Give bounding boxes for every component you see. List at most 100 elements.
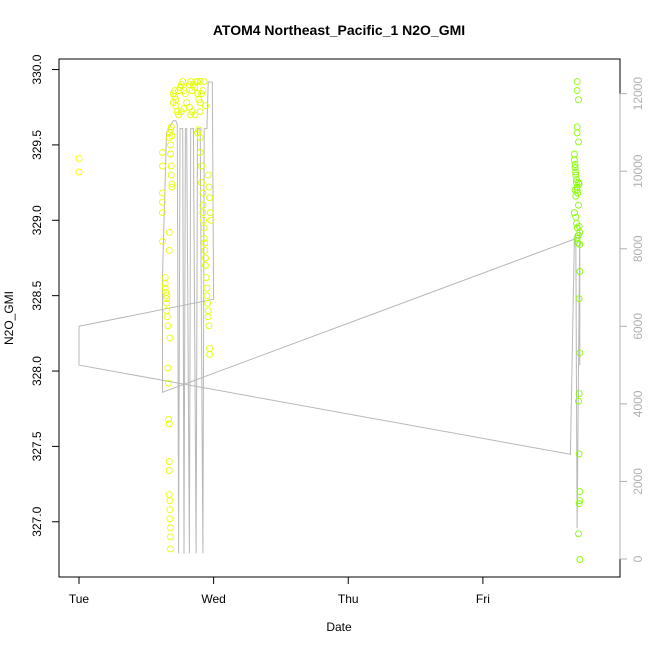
data-point xyxy=(75,168,83,176)
data-point xyxy=(201,239,209,247)
y-axis-right: 0 2000 4000 6000 8000 10000 12000 xyxy=(619,77,645,562)
data-point xyxy=(576,556,584,563)
data-point xyxy=(203,292,211,300)
data-point xyxy=(159,148,166,156)
data-point xyxy=(206,209,214,217)
data-point xyxy=(575,231,582,239)
data-point xyxy=(199,87,207,95)
data-point xyxy=(195,126,203,134)
data-point xyxy=(187,111,195,119)
data-point xyxy=(191,111,199,119)
data-point xyxy=(159,209,166,217)
data-point xyxy=(167,171,175,179)
data-point xyxy=(181,90,189,98)
y-axis-label: N2O_GMI xyxy=(2,291,16,345)
data-point xyxy=(200,224,208,232)
data-point xyxy=(198,162,205,170)
data-point xyxy=(165,467,173,474)
data-point xyxy=(165,420,173,428)
y-tick-label: 330.0 xyxy=(30,54,44,84)
x-tick-label: Thu xyxy=(338,592,359,606)
y-tick-label: 328.0 xyxy=(30,356,44,386)
data-point xyxy=(576,349,584,357)
data-point xyxy=(573,78,581,86)
data-point xyxy=(188,87,196,95)
data-point xyxy=(575,397,582,405)
data-point xyxy=(194,78,201,86)
data-point xyxy=(159,198,166,206)
altitude-line xyxy=(78,81,581,554)
y2-tick-label: 2000 xyxy=(631,468,645,495)
x-axis-label: Date xyxy=(326,620,352,634)
data-point xyxy=(164,364,172,372)
data-point xyxy=(571,186,579,194)
data-point xyxy=(202,262,209,269)
data-point xyxy=(165,228,173,236)
data-point xyxy=(200,78,208,86)
data-point xyxy=(201,246,209,254)
y2-tick-label: 6000 xyxy=(631,313,645,340)
y-tick-label: 327.0 xyxy=(30,506,44,536)
data-point xyxy=(202,102,209,110)
data-point xyxy=(165,246,173,254)
data-point xyxy=(167,141,174,149)
data-point xyxy=(205,183,213,191)
data-point xyxy=(203,284,211,292)
data-point xyxy=(576,488,584,496)
data-point xyxy=(204,299,212,307)
data-point xyxy=(75,155,83,162)
data-point xyxy=(159,162,166,170)
data-point xyxy=(575,295,583,303)
data-point xyxy=(204,171,212,179)
data-point xyxy=(167,533,174,541)
data-point xyxy=(196,133,204,141)
data-point xyxy=(165,379,172,387)
data-point xyxy=(576,228,584,236)
data-point xyxy=(167,123,175,131)
data-point xyxy=(163,292,170,300)
data-point xyxy=(575,500,583,508)
data-point xyxy=(572,171,580,179)
y-tick-label: 329.0 xyxy=(30,205,44,235)
data-point xyxy=(165,415,172,423)
data-point xyxy=(168,132,176,140)
data-point xyxy=(206,350,214,358)
y2-tick-label: 4000 xyxy=(631,390,645,417)
data-point xyxy=(173,108,181,116)
data-point xyxy=(206,194,214,202)
altitude-line-layer xyxy=(78,81,581,554)
data-point xyxy=(187,78,195,86)
data-point xyxy=(199,189,207,197)
data-point xyxy=(166,497,174,505)
data-point xyxy=(159,189,166,197)
y2-tick-label: 12000 xyxy=(631,77,645,111)
y-tick-label: 328.5 xyxy=(30,280,44,310)
chart-title: ATOM4 Northeast_Pacific_1 N2O_GMI xyxy=(213,22,465,38)
data-point xyxy=(573,87,581,95)
y-tick-label: 327.5 xyxy=(30,431,44,461)
data-point xyxy=(180,105,188,113)
y-tick-label: 329.5 xyxy=(30,130,44,160)
data-point xyxy=(575,138,582,146)
data-point xyxy=(166,506,174,514)
y2-tick-label: 0 xyxy=(631,555,645,562)
data-point xyxy=(202,254,209,262)
data-point xyxy=(575,450,583,458)
data-point xyxy=(200,234,208,242)
data-point xyxy=(576,497,584,505)
data-point xyxy=(576,268,584,275)
data-point xyxy=(198,179,205,187)
y2-tick-label: 8000 xyxy=(631,235,645,262)
data-point xyxy=(180,87,188,95)
data-point xyxy=(575,530,582,538)
data-point xyxy=(575,201,582,209)
data-point xyxy=(571,164,579,171)
data-point xyxy=(570,209,578,217)
data-point xyxy=(202,274,210,282)
data-point xyxy=(166,515,174,523)
data-point xyxy=(161,280,169,288)
data-point xyxy=(570,156,578,164)
data-point xyxy=(163,313,171,321)
